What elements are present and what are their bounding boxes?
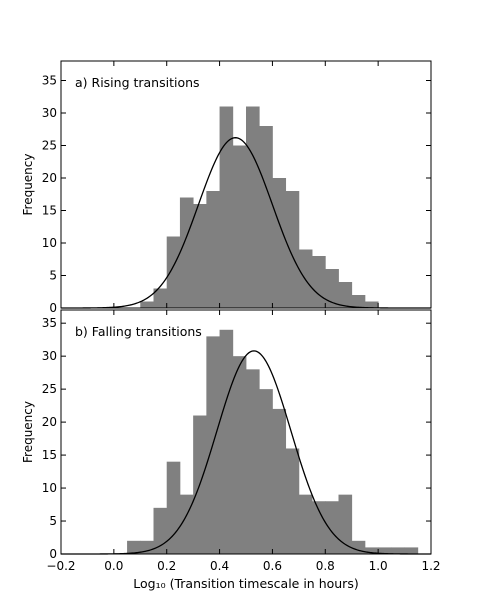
y-tick-label: 25	[42, 382, 57, 396]
y-tick-label: 5	[49, 514, 57, 528]
x-tick-label: 0.6	[263, 559, 282, 573]
plot-frame	[60, 60, 432, 309]
histogram-bar	[153, 507, 168, 554]
histogram-bar	[246, 106, 260, 308]
histogram-bar	[140, 301, 154, 308]
y-tick-label: 10	[42, 481, 57, 495]
y-tick-label: 0	[49, 547, 57, 561]
x-tick-label: 1.2	[421, 559, 440, 573]
histogram-bar	[338, 494, 353, 554]
histogram-bar	[206, 191, 220, 308]
histogram-bar	[298, 494, 313, 554]
y-tick-label: 20	[42, 171, 57, 185]
histogram-bar	[285, 448, 300, 554]
rising-transitions-panel: 0 5 10 15 20 25 30 35 a) Rising transitions Frequ…	[21, 60, 432, 315]
histogram-bar	[351, 295, 366, 308]
histogram-bar	[232, 356, 247, 554]
histogram-bar	[259, 126, 273, 308]
y-tick-label: 15	[42, 204, 57, 218]
x-tick-label: 0.8	[316, 559, 335, 573]
y-tick-label: 5	[49, 269, 57, 283]
histogram-bar	[312, 501, 326, 554]
y-axis-label: Frequency	[21, 154, 35, 216]
x-tick-label: 1.0	[369, 559, 388, 573]
histogram-bar	[272, 178, 287, 308]
x-tick-label: 0.4	[210, 559, 229, 573]
plot-frame	[60, 309, 432, 555]
panel-label: a) Rising transitions	[75, 75, 200, 90]
x-tick-label: −0.2	[46, 559, 75, 573]
histogram-bar	[364, 301, 379, 308]
histogram-bar	[193, 204, 207, 308]
histogram-bar	[378, 547, 392, 554]
falling-transitions-panel: 0 5 10 15 20 25 30 35 b) Falling transitions Freq…	[21, 309, 441, 591]
histogram-bar	[179, 197, 194, 308]
histogram-bar	[338, 282, 353, 308]
histogram-bar	[219, 329, 234, 554]
panel-label: b) Falling transitions	[75, 324, 202, 339]
y-axis-label: Frequency	[21, 401, 35, 463]
x-tick-label: 0.2	[157, 559, 176, 573]
histogram-bar	[404, 547, 419, 554]
x-tick-label: 0.0	[104, 559, 123, 573]
x-axis-label: Log₁₀ (Transition timescale in hours)	[133, 576, 358, 591]
histogram-bar	[259, 389, 273, 554]
y-tick-label: 20	[42, 415, 57, 429]
histogram-bar	[166, 236, 181, 308]
y-tick-label: 35	[42, 316, 57, 330]
y-tick-label: 15	[42, 448, 57, 462]
histogram-bar	[246, 369, 260, 554]
y-tick-label: 0	[49, 301, 57, 315]
histogram-bar	[127, 540, 141, 554]
histogram-bar	[272, 408, 287, 554]
histogram-bar	[219, 106, 234, 308]
histogram-bar	[312, 256, 326, 308]
y-tick-label: 10	[42, 236, 57, 250]
histogram-bar	[232, 145, 247, 308]
histogram-bar	[285, 191, 300, 308]
y-tick-label: 25	[42, 139, 57, 153]
histogram-bar	[140, 540, 154, 554]
histogram-bar	[325, 269, 339, 308]
y-tick-label: 30	[42, 106, 57, 120]
histogram-bar	[153, 288, 168, 308]
histogram-bar	[364, 547, 379, 554]
histogram-bar	[391, 547, 405, 554]
histogram-bar	[325, 501, 339, 554]
y-tick-label: 35	[42, 74, 57, 88]
y-tick-label: 30	[42, 349, 57, 363]
